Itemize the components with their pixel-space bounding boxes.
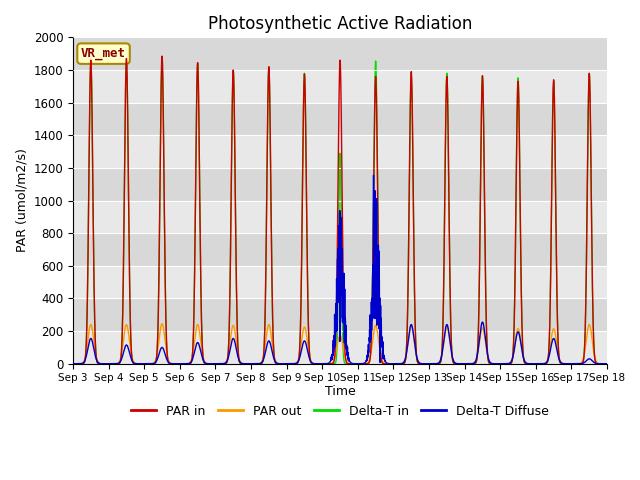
Bar [73,70,607,103]
Bar [73,37,607,70]
Title: Photosynthetic Active Radiation: Photosynthetic Active Radiation [208,15,472,33]
Bar [73,201,607,233]
Bar [73,331,607,364]
Bar [73,135,607,168]
Legend: PAR in, PAR out, Delta-T in, Delta-T Diffuse: PAR in, PAR out, Delta-T in, Delta-T Dif… [126,400,554,423]
Bar [73,266,607,299]
Bar [73,233,607,266]
Bar [73,168,607,201]
Bar [73,103,607,135]
Bar [73,299,607,331]
Y-axis label: PAR (umol/m2/s): PAR (umol/m2/s) [15,149,28,252]
Text: VR_met: VR_met [81,47,126,60]
X-axis label: Time: Time [324,385,355,398]
